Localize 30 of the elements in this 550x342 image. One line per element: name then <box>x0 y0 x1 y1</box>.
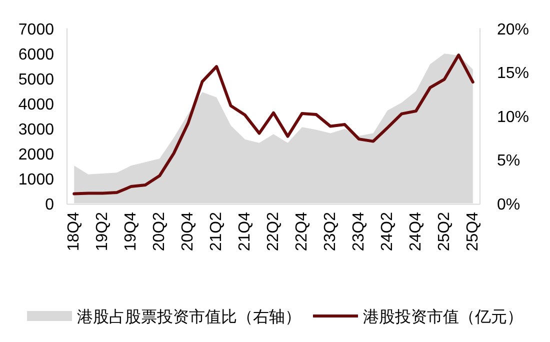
y-tick-label: 5000 <box>18 71 54 88</box>
x-tick-label: 23Q2 <box>322 212 339 252</box>
x-tick-label: 18Q4 <box>66 212 83 252</box>
y-tick-label: 4000 <box>18 96 54 114</box>
y2-tick-label: 20% <box>497 21 530 38</box>
y-tick-label: 0 <box>45 196 54 214</box>
x-tick-label: 20Q2 <box>151 212 168 252</box>
x-tick-label: 21Q2 <box>208 212 226 252</box>
y-tick-label: 2000 <box>18 146 54 164</box>
y2-tick-label: 15% <box>497 65 530 82</box>
legend-label: 港股占股票投资市值比（右轴） <box>77 308 301 326</box>
legend-label: 港股投资市值（亿元） <box>363 308 523 326</box>
y-tick-label: 6000 <box>18 46 54 64</box>
x-tick-label: 19Q2 <box>94 212 112 252</box>
y-tick-label: 1000 <box>18 171 54 188</box>
x-tick-label: 23Q4 <box>350 212 368 252</box>
y2-tick-label: 0% <box>497 196 520 214</box>
y2-tick-label: 10% <box>497 108 530 126</box>
x-tick-label: 20Q4 <box>180 212 197 252</box>
y-tick-label: 3000 <box>18 121 54 138</box>
x-tick-label: 22Q4 <box>293 212 310 252</box>
y2-tick-label: 5% <box>497 152 520 170</box>
x-tick-label: 22Q2 <box>265 212 282 252</box>
x-tick-label: 25Q4 <box>464 212 482 252</box>
x-tick-label: 25Q2 <box>436 212 453 252</box>
y-tick-label: 7000 <box>18 21 54 38</box>
x-tick-label: 21Q4 <box>236 212 254 252</box>
x-tick-label: 24Q4 <box>407 212 424 252</box>
x-tick-label: 24Q2 <box>378 212 396 252</box>
x-tick-label: 19Q4 <box>122 212 140 252</box>
